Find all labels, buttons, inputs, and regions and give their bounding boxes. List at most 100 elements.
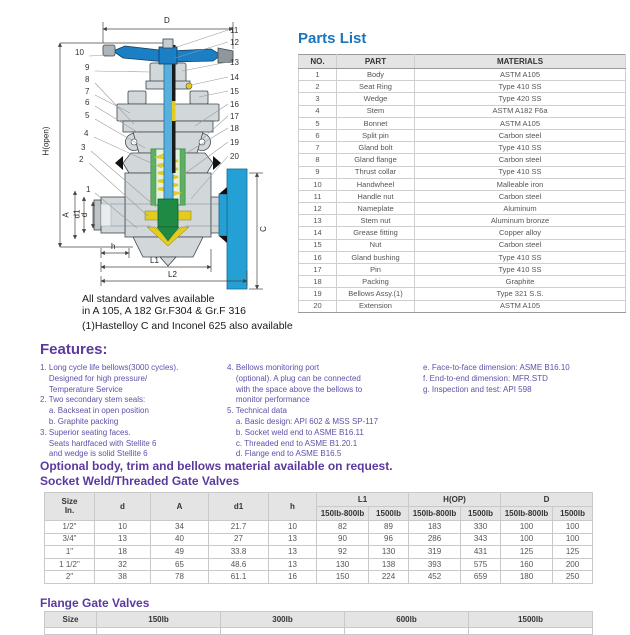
table-cell: 5 — [298, 116, 337, 130]
table-cell: Carbon steel — [414, 128, 626, 143]
column-header-600lb: 600lb — [344, 611, 469, 628]
table-row: 6 Split pin Carbon steel — [298, 128, 626, 143]
table-cell: 90 — [316, 532, 369, 547]
subheader-class-low: 150lb-800lb — [316, 506, 369, 521]
table-cell: 200 — [552, 557, 594, 572]
table-cell — [220, 627, 345, 635]
table-cell: ASTM A105 — [414, 116, 626, 130]
table-cell — [344, 627, 469, 635]
dim-label-h: h — [111, 242, 116, 251]
parts-list-section: Parts List NO. PART MATERIALS 1 Body ASTM … — [298, 30, 628, 313]
callout-number: 14 — [230, 73, 239, 82]
clipped-row — [44, 627, 593, 635]
table-cell: 38 — [94, 570, 151, 584]
dim-label-A: A — [61, 212, 71, 218]
socket-table-title: Socket Weld/Threaded Gate Valves — [40, 474, 240, 488]
table-cell: 10 — [298, 177, 337, 191]
table-cell: 2 — [298, 80, 337, 94]
table-cell: Type 410 SS — [414, 141, 626, 155]
subheader-class-low: 150lb-800lb — [500, 506, 554, 521]
column-header-size: Size — [44, 611, 97, 628]
table-cell: Extension — [336, 299, 415, 313]
table-cell: 125 — [552, 545, 594, 559]
table-cell: 100 — [552, 520, 594, 534]
table-cell: 96 — [368, 532, 409, 547]
table-row: 1 Body ASTM A105 — [298, 67, 626, 82]
table-cell: 27 — [208, 532, 269, 547]
flange-gate-table: Size 150lb 300lb 600lb 1500lb — [44, 611, 593, 635]
parts-list-title: Parts List — [298, 30, 367, 47]
column-header-HOP: H(OP) — [407, 492, 502, 507]
table-cell: Type 410 SS — [414, 250, 626, 265]
table-row: 7 Gland bolt Type 410 SS — [298, 141, 626, 155]
table-row: 1" 18 49 33.8 13 92 130 319 431 125 125 — [44, 545, 594, 559]
callout-number: 1 — [86, 185, 91, 194]
table-cell: 125 — [500, 545, 554, 559]
subheader-class-high: 1500lb — [368, 506, 409, 521]
table-cell: 10 — [94, 520, 151, 534]
callout-number: 13 — [230, 58, 239, 67]
column-header-no: NO. — [298, 54, 337, 69]
parts-list-table: NO. PART MATERIALS 1 Body ASTM A105 2 Seat R… — [298, 54, 626, 313]
table-cell: Body — [336, 67, 415, 82]
table-cell: 13 — [268, 532, 317, 547]
table-cell: 15 — [298, 238, 337, 252]
dim-label-H-open: H(open) — [41, 126, 51, 156]
diagram-caption: All standard valves available in A 105, … — [82, 293, 293, 332]
table-cell: 319 — [408, 545, 461, 559]
table-row: 18 Packing Graphite — [298, 275, 626, 289]
caption-line: in A 105, A 182 Gr.F304 & Gr.F 316 — [82, 305, 247, 317]
features-column-2: 4. Bellows monitoring port (optional). A… — [227, 363, 379, 459]
column-header-d: d — [94, 492, 151, 521]
callout-number: 12 — [230, 38, 239, 47]
table-cell: 100 — [500, 520, 554, 534]
column-header-L1: L1 — [316, 492, 409, 507]
table-cell: 224 — [368, 570, 409, 584]
table-cell: Stem — [336, 104, 415, 118]
table-cell: 18 — [94, 545, 151, 559]
table-cell: 8 — [298, 153, 337, 167]
caption-line: All standard valves available — [82, 293, 215, 305]
table-cell: Bellows Assy.(1) — [336, 287, 415, 301]
table-cell: 3/4" — [44, 532, 95, 547]
table-cell: 575 — [459, 557, 502, 572]
column-header-materials: MATERIALS — [414, 54, 626, 69]
table-cell: Bonnet — [336, 116, 415, 130]
table-cell: 14 — [298, 226, 337, 240]
valve-cross-section-drawing — [57, 22, 263, 290]
callout-number: 18 — [230, 124, 239, 133]
table-cell: 89 — [368, 520, 409, 534]
column-header-300lb: 300lb — [220, 611, 345, 628]
callout-number: 19 — [230, 138, 239, 147]
table-cell: Copper alloy — [414, 226, 626, 240]
table-row: 1 1/2" 32 65 48.6 13 130 138 393 575 160 200 — [44, 557, 594, 572]
table-cell: 9 — [298, 165, 337, 179]
table-row: 20 Extension ASTM A105 — [298, 299, 626, 313]
table-cell: 4 — [298, 104, 337, 118]
table-cell: 100 — [500, 532, 554, 547]
table-row: 15 Nut Carbon steel — [298, 238, 626, 252]
table-cell: ASTM A182 F6a — [414, 104, 626, 118]
table-row: 11 Handle nut Carbon steel — [298, 189, 626, 204]
table-cell: ASTM A105 — [414, 299, 626, 313]
table-cell: 431 — [459, 545, 502, 559]
table-cell: 48.6 — [208, 557, 269, 572]
table-cell: ASTM A105 — [414, 67, 626, 82]
column-header-1500lb: 1500lb — [468, 611, 593, 628]
table-row: 9 Thrust collar Type 410 SS — [298, 165, 626, 179]
column-header-d1: d1 — [208, 492, 269, 521]
features-column-3: e. Face-to-face dimension: ASME B16.10 f… — [423, 363, 570, 394]
table-row: 16 Gland bushing Type 410 SS — [298, 250, 626, 265]
table-cell: 3 — [298, 92, 337, 106]
callout-number: 3 — [81, 143, 86, 152]
table-row: 10 Handwheel Malleable iron — [298, 177, 626, 191]
subheader-class-high: 1500lb — [459, 506, 502, 521]
table-cell — [468, 627, 593, 635]
dim-label-C: C — [258, 226, 268, 232]
table-cell: Gland flange — [336, 153, 415, 167]
table-cell: 452 — [408, 570, 461, 584]
features-title: Features: — [40, 341, 108, 358]
table-cell: 13 — [268, 557, 317, 572]
table-cell: Gland bushing — [336, 250, 415, 265]
table-cell: 49 — [150, 545, 209, 559]
